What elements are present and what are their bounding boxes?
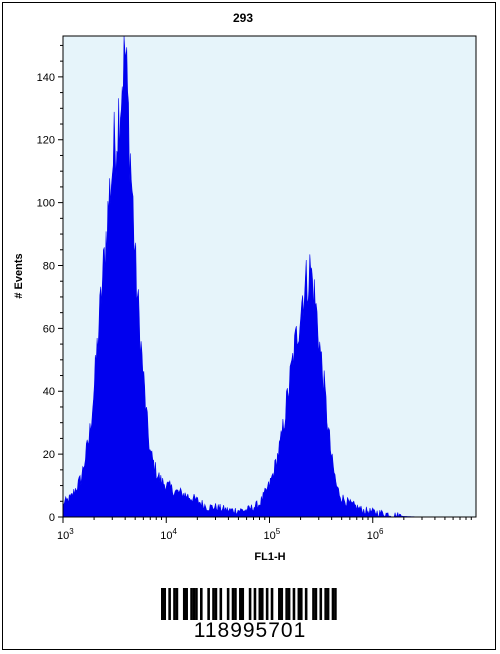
y-tick-label: 120 — [37, 135, 55, 147]
barcode-bar — [258, 588, 262, 620]
barcode-bar — [239, 588, 242, 620]
barcode-bar — [319, 588, 323, 620]
y-tick-label: 0 — [49, 512, 55, 524]
y-tick-label: 140 — [37, 72, 55, 84]
barcode-number: 118995701 — [193, 619, 307, 642]
y-tick-label: 100 — [37, 198, 55, 210]
barcode-bar — [219, 588, 223, 620]
barcode-bar — [285, 588, 288, 620]
chart-title: 293 — [233, 11, 253, 25]
barcode-bar — [314, 588, 318, 620]
x-axis: 103 104 105 106 — [57, 517, 472, 542]
barcode-bar — [190, 588, 193, 620]
barcode-bar — [241, 588, 245, 620]
y-tick-label: 80 — [43, 260, 55, 272]
barcode-bar — [175, 588, 179, 620]
x-tick-label: 106 — [367, 527, 384, 542]
y-tick-label: 20 — [43, 449, 55, 461]
barcode-bar — [304, 588, 308, 620]
barcode-bar — [324, 588, 327, 620]
barcode-bar — [292, 588, 296, 620]
barcode-bar — [260, 588, 264, 620]
barcode-bar — [326, 588, 330, 620]
barcode-bar — [214, 588, 218, 620]
x-axis-label: FL1-H — [254, 551, 285, 563]
barcode-bar — [200, 588, 203, 620]
barcode-bar — [253, 588, 257, 620]
barcode-bar — [265, 588, 269, 620]
y-tick-label: 40 — [43, 386, 55, 398]
x-tick-label: 103 — [57, 527, 74, 542]
x-tick-label: 105 — [264, 527, 281, 542]
barcode-bar — [287, 588, 291, 620]
y-axis-label: # Events — [13, 253, 25, 298]
barcode-bar — [280, 588, 284, 620]
barcode-bar — [299, 588, 303, 620]
barcode-bar — [163, 588, 167, 620]
barcode-bar — [185, 588, 188, 620]
barcode-bar — [226, 588, 230, 620]
figure-frame — [2, 2, 496, 650]
y-tick-label: 60 — [43, 323, 55, 335]
barcode-bar — [212, 588, 215, 620]
barcode-bar — [207, 588, 210, 620]
barcode-bar — [231, 588, 235, 620]
barcode-bar — [234, 588, 237, 620]
barcode-bar — [334, 588, 337, 620]
barcode-bar — [278, 588, 281, 620]
barcode-bar — [182, 588, 186, 620]
histogram-series — [62, 35, 423, 518]
barcode-bar — [173, 588, 176, 620]
barcode-bar — [331, 588, 335, 620]
barcode-bar — [192, 588, 196, 620]
x-tick-label: 104 — [160, 527, 177, 542]
barcode-bar — [248, 588, 252, 620]
barcode-bar — [168, 588, 171, 620]
barcode-bar — [297, 588, 301, 620]
barcode-bar — [161, 588, 164, 620]
barcode-bar — [312, 588, 315, 620]
y-axis: 0 20 40 60 80 100 120 140 — [37, 44, 63, 524]
barcode-bar — [195, 588, 198, 620]
barcode — [161, 588, 337, 620]
histogram-area — [62, 35, 423, 518]
barcode-bar — [270, 588, 274, 620]
